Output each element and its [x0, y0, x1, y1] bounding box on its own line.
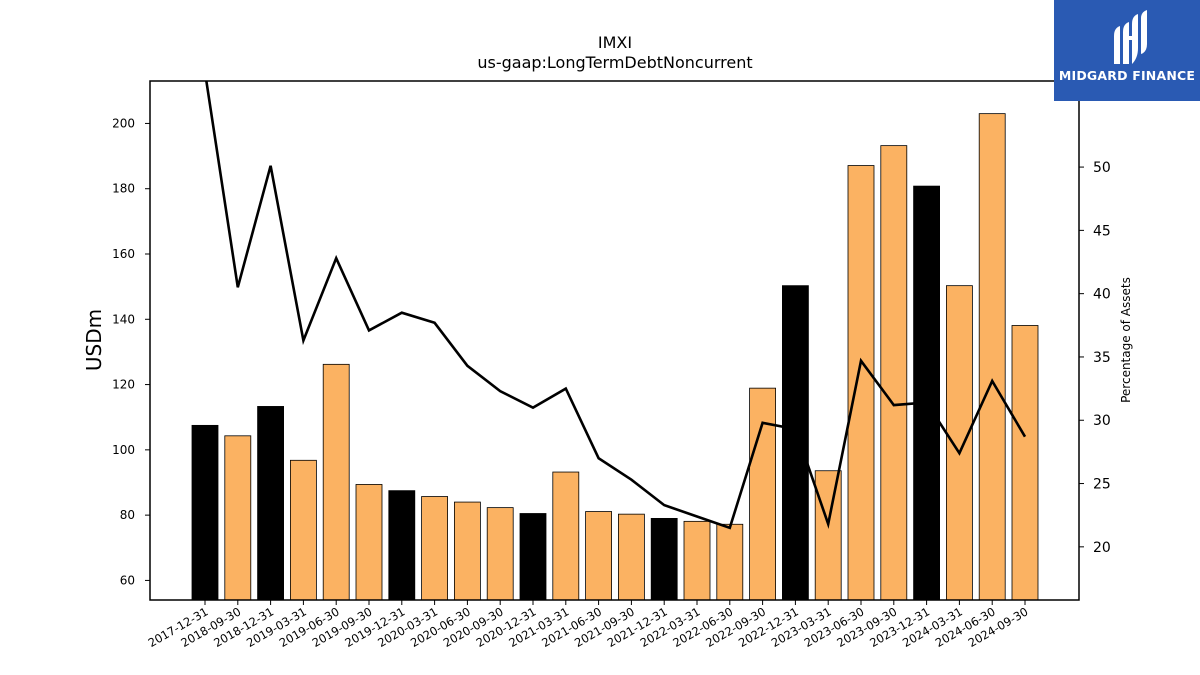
bar-2021-12-31	[650, 517, 678, 601]
bar-2024-06-30	[978, 113, 1006, 601]
brand-logo: MIDGARD FINANCE	[1054, 0, 1200, 101]
y2-tick-label: 30	[1093, 413, 1111, 429]
bar-2020-03-31	[421, 496, 449, 601]
y2-tick-label: 40	[1093, 287, 1111, 303]
y2-tick-label: 45	[1093, 223, 1111, 239]
bar-2023-06-30	[847, 165, 875, 601]
plot-frame	[149, 80, 1080, 601]
brand-logo-text: MIDGARD FINANCE	[1058, 68, 1196, 83]
bar-2023-12-31	[913, 185, 940, 601]
y-tick-label: 180	[112, 182, 135, 196]
bar-2018-12-31	[257, 406, 285, 601]
y-tick-label: 100	[112, 443, 135, 457]
y2-tick-label: 35	[1093, 350, 1111, 366]
y-tick-label: 160	[112, 247, 135, 261]
bar-2017-12-31	[191, 424, 219, 601]
bar-2020-09-30	[486, 507, 514, 601]
y2-tick-label: 25	[1093, 477, 1111, 493]
bar-2021-09-30	[618, 513, 645, 601]
chart-title: IMXI	[598, 33, 632, 52]
y2-tick-label: 50	[1093, 160, 1111, 176]
bar-2019-06-30	[322, 363, 350, 601]
y-axis-left: 60 80 100 120 140 160 180 200	[112, 116, 150, 587]
bar-2021-06-30	[585, 511, 612, 601]
bar-2021-03-31	[552, 471, 580, 601]
bar-2018-09-30	[224, 435, 252, 601]
bar-2024-09-30	[1011, 325, 1039, 601]
bar-2022-06-30	[716, 523, 744, 601]
y2-axis-label: Percentage of Assets	[1119, 277, 1133, 403]
bar-2019-03-31	[289, 459, 317, 601]
midgard-logo-icon	[1114, 10, 1147, 64]
bar-2024-03-31	[946, 285, 973, 601]
bar-2020-12-31	[519, 513, 547, 601]
y-tick-label: 140	[112, 312, 135, 326]
chart-subtitle: us-gaap:LongTermDebtNoncurrent	[477, 53, 752, 72]
y-tick-label: 120	[112, 378, 135, 392]
bar-2023-03-31	[814, 470, 842, 601]
bar-2019-09-30	[355, 484, 383, 601]
y-tick-label: 200	[112, 116, 135, 130]
y-tick-label: 60	[120, 573, 135, 587]
bar-2022-09-30	[749, 387, 776, 601]
y-axis-label: USDm	[82, 309, 106, 371]
bar-2020-06-30	[453, 501, 481, 601]
bar-2019-12-31	[388, 490, 416, 601]
bar-2022-12-31	[782, 285, 809, 601]
bar-2023-09-30	[880, 145, 908, 601]
y2-tick-label: 20	[1093, 540, 1111, 556]
y-tick-label: 80	[120, 508, 135, 522]
line-series	[205, 81, 1027, 530]
y-axis-right: 20 25 30 35 40 45 50	[1079, 160, 1111, 556]
x-axis: 2017-12-312018-09-302018-12-312019-03-31…	[146, 600, 1031, 650]
bar-series	[191, 113, 1039, 601]
percentage-of-assets-line	[205, 81, 1027, 530]
bar-2022-03-31	[683, 520, 711, 601]
